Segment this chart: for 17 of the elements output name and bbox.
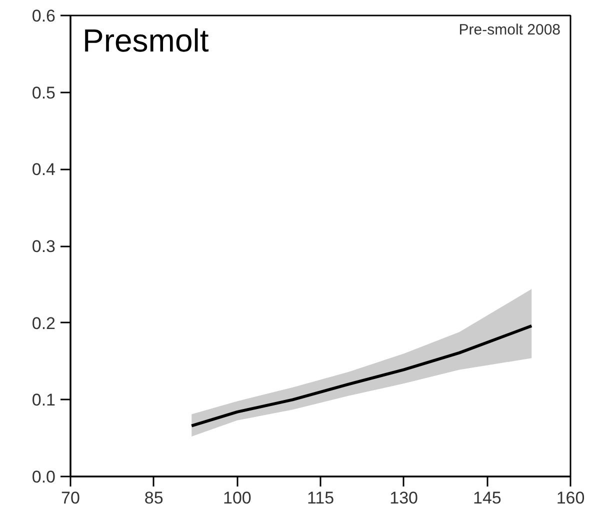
y-tick-label: 0.0 bbox=[32, 468, 56, 486]
y-tick-label: 0.1 bbox=[32, 390, 56, 410]
y-tick-label: 0.2 bbox=[32, 314, 56, 333]
line-series bbox=[190, 324, 534, 428]
x-tick-label: 100 bbox=[222, 488, 252, 508]
y-tick-label: 0.6 bbox=[32, 6, 56, 26]
y-tick-label: 0.5 bbox=[32, 83, 56, 102]
y-tick-label: 0.3 bbox=[32, 237, 56, 256]
x-tick-label: 160 bbox=[556, 488, 585, 508]
x-tick-label: 70 bbox=[61, 488, 80, 508]
y-tick-label: 0.4 bbox=[32, 160, 56, 180]
x-tick-label: 115 bbox=[306, 488, 334, 508]
x-tick-label: 85 bbox=[144, 488, 164, 508]
annotation: Presmolt bbox=[82, 22, 209, 58]
x-tick-label: 130 bbox=[390, 488, 418, 508]
annotation: Pre-smolt 2008 bbox=[458, 22, 561, 38]
x-tick-label: 145 bbox=[472, 488, 502, 508]
